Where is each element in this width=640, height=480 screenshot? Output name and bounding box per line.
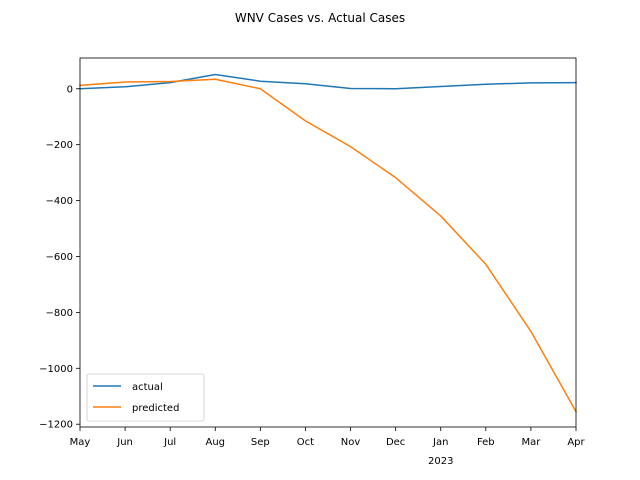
x-tick-label: Aug — [206, 437, 226, 448]
y-tick-label: −800 — [46, 308, 73, 319]
x-tick-label: Dec — [386, 437, 405, 448]
series-layer — [79, 73, 578, 413]
legend-label-actual: actual — [132, 382, 163, 393]
legend-label-predicted: predicted — [132, 403, 179, 414]
x-tick-label: Mar — [521, 437, 541, 448]
y-tick-label: −1200 — [39, 420, 73, 431]
legend: actual predicted — [86, 373, 205, 422]
x-tick-label: Jul — [163, 437, 176, 448]
x-year-label: 2023 — [428, 456, 453, 467]
x-tick-label: Jun — [116, 437, 133, 448]
y-axis: 0 −200 −400 −600 −800 −1000 −1200 — [39, 84, 80, 431]
x-tick-label: Apr — [567, 437, 585, 448]
x-tick-label: Feb — [477, 437, 495, 448]
x-tick-label: Oct — [297, 437, 314, 448]
y-tick-label: −600 — [46, 252, 73, 263]
y-tick-label: −200 — [46, 140, 73, 151]
plot-area-frame — [79, 57, 577, 428]
series-line-predicted — [79, 78, 578, 413]
x-tick-label: Jan — [432, 437, 448, 448]
y-tick-label: 0 — [67, 84, 73, 95]
y-tick-label: −1000 — [39, 364, 73, 375]
chart-title: WNV Cases vs. Actual Cases — [235, 11, 405, 25]
x-tick-label: Nov — [341, 437, 361, 448]
x-tick-label: May — [70, 437, 91, 448]
series-line-actual — [79, 73, 577, 90]
x-tick-label: Sep — [251, 437, 270, 448]
x-axis: May Jun Jul Aug Sep Oct Nov Dec Jan 2023 Feb Mar Apr — [70, 427, 586, 467]
y-tick-label: −400 — [46, 196, 73, 207]
